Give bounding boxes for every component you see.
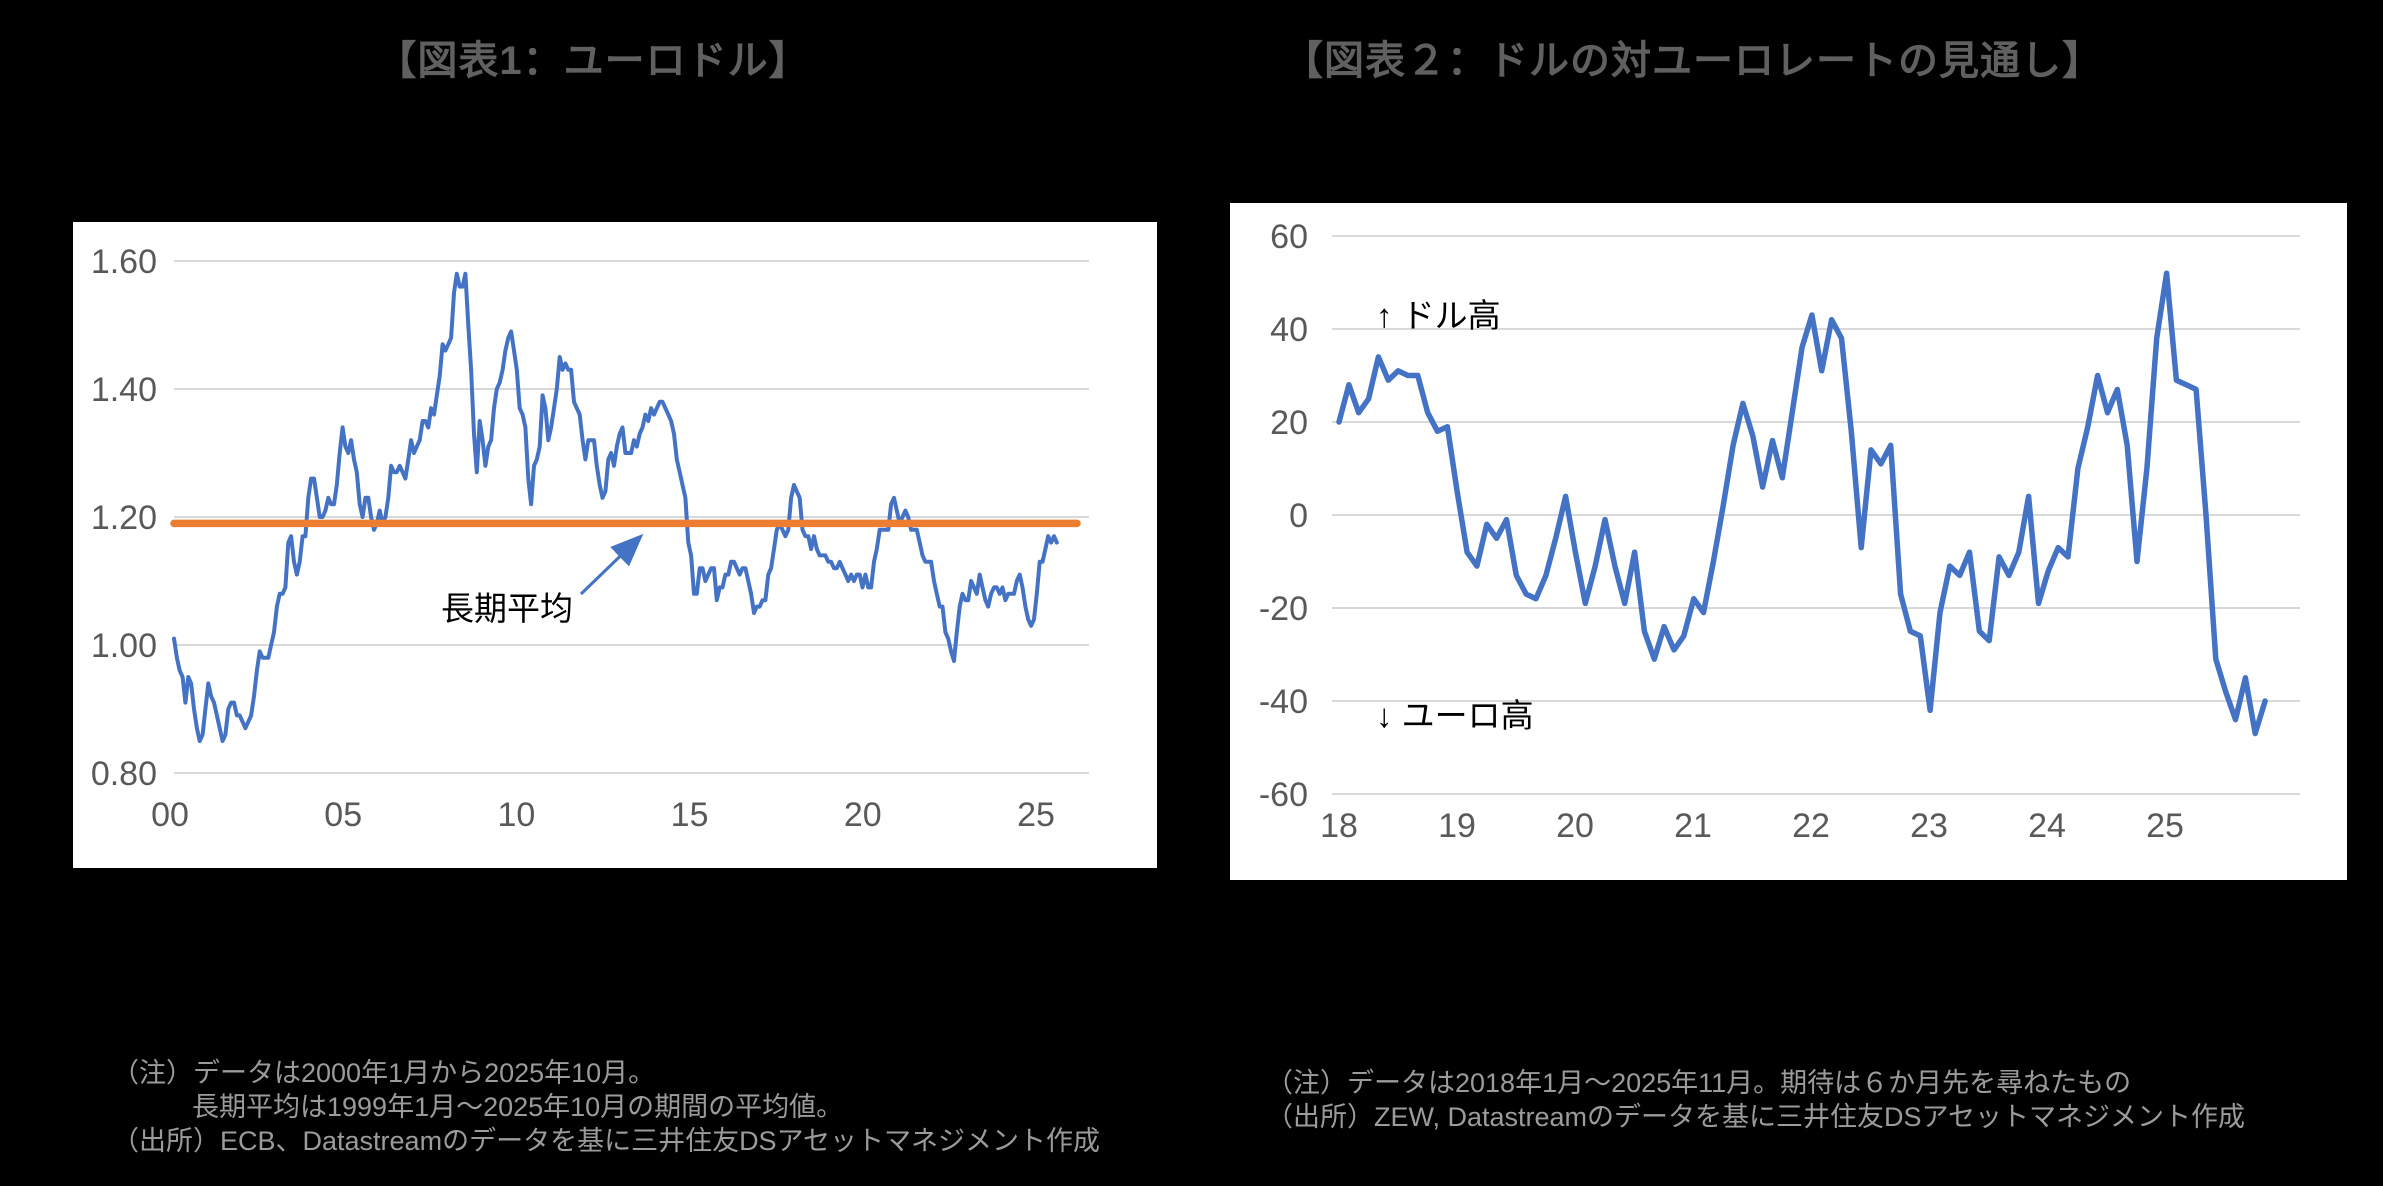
figure1-note-line3: （出所）ECB、Datastreamのデータを基に三井住友DSアセットマネジメン… [112,1126,1101,1156]
figure2-notes: （注）データは2018年1月～2025年11月。期待は６か月先を尋ねたもの （出… [1266,1066,2245,1134]
y-axis-tick-label: 1.40 [91,371,157,409]
x-axis-tick-label: 18 [1320,807,1358,845]
eurusd-chart: 0.80 1.00 1.20 1.40 1.60 00 05 10 15 20 25 長期平均 [91,243,1089,834]
long-term-average-arrow [579,533,644,596]
euro-strong-label: ↓ ユーロ高 [1376,697,1534,734]
figure1-note-line2: 長期平均は1999年1月～2025年10月の期間の平均値。 [192,1092,844,1122]
x-axis-tick-label: 23 [1910,807,1948,845]
x-axis-tick-label: 00 [151,796,189,834]
figure1-notes: （注）データは2000年1月から2025年10月。 長期平均は1999年1月～2… [112,1056,1100,1158]
zew-expectation-line [1336,270,2268,737]
x-axis-tick-label: 25 [1017,796,1055,834]
y-axis-tick-label: -20 [1259,590,1308,628]
x-axis-tick-label: 10 [497,796,535,834]
x-axis-tick-label: 05 [324,796,362,834]
x-axis-tick-label: 19 [1438,807,1476,845]
y-axis-tick-label: 0 [1289,497,1308,535]
y-axis-tick-label: -40 [1259,683,1308,721]
figure1-chart-panel: 0.80 1.00 1.20 1.40 1.60 00 05 10 15 20 25 長期平均 [73,222,1157,868]
figure2-note-line1: （注）データは2018年1月～2025年11月。期待は６か月先を尋ねたもの [1266,1068,2132,1098]
y-axis-tick-label: 1.20 [91,499,157,537]
x-axis-tick-label: 22 [1792,807,1830,845]
figure2-chart-panel: -60 -40 -20 0 20 40 60 18 19 20 21 22 23 24 25 ↑ ドル高 ↓… [1230,203,2347,880]
y-axis-tick-label: 0.80 [91,755,157,793]
figure2-title: 【図表２：ドルの対ユーロレートの見通し】 [1283,39,2103,83]
long-term-average-label: 長期平均 [441,590,573,627]
y-axis-tick-label: 40 [1270,311,1308,349]
y-axis-tick-label: 20 [1270,404,1308,442]
x-axis-tick-label: 21 [1674,807,1712,845]
y-axis-tick-label: -60 [1259,776,1308,814]
figure1-title: 【図表1：ユーロドル】 [376,39,810,83]
x-axis-tick-label: 15 [671,796,709,834]
figure2-note-line2: （出所）ZEW, Datastreamのデータを基に三井住友DSアセットマネジメ… [1266,1102,2246,1132]
y-axis-tick-label: 1.00 [91,627,157,665]
x-axis-tick-label: 24 [2028,807,2066,845]
eurusd-line [172,271,1059,743]
y-axis-tick-label: 1.60 [91,243,157,281]
x-axis-tick-label: 25 [2146,807,2184,845]
x-axis-tick-label: 20 [1556,807,1594,845]
y-axis-tick-label: 60 [1270,218,1308,256]
dollar-strong-label: ↑ ドル高 [1376,297,1501,334]
figure1-note-line1: （注）データは2000年1月から2025年10月。 [112,1058,656,1088]
zew-outlook-chart: -60 -40 -20 0 20 40 60 18 19 20 21 22 23 24 25 ↑ ドル高 ↓… [1259,218,2300,845]
x-axis-tick-label: 20 [844,796,882,834]
